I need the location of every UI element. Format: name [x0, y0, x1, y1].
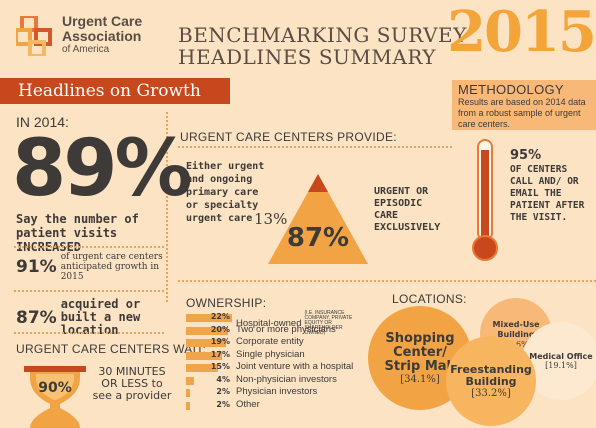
- ownership-percent: 17%: [210, 349, 230, 359]
- location-freestanding: Freestanding Building [33.2%]: [446, 336, 536, 426]
- ownership-label-text: Two or more physicians: [236, 323, 336, 335]
- growth-anticipated-text: of urgent care centers anticipated growt…: [60, 252, 163, 282]
- ownership-row: 22% Hospital-owned(I.E. INSURANCE COMPANY…: [186, 311, 386, 336]
- ownership-label: Two or more physicians: [236, 324, 336, 335]
- ownership-label: Joint venture with a hospital: [236, 361, 353, 372]
- new-location-text: acquired or built a new location: [60, 297, 141, 337]
- ownership-note: (I.E. INSURANCE COMPANY, PRIVATE EQUITY …: [304, 310, 353, 336]
- ownership-bar: [186, 339, 226, 347]
- ownership-label: Physician investors: [236, 386, 317, 397]
- shopping-label-2: Center/: [393, 344, 447, 360]
- ownership-bar: [186, 314, 233, 322]
- growth-section-header: Headlines on Growth: [0, 78, 230, 104]
- ownership-bar: [186, 351, 222, 360]
- new-location-stat: 87% acquired or built a new location: [16, 298, 196, 337]
- ownership-label: Hospital-owned(I.E. INSURANCE COMPANY, P…: [236, 311, 364, 336]
- ownership-label-text: Hospital-owned: [236, 318, 302, 330]
- ownership-percent: 20%: [210, 324, 230, 334]
- ownership-label-text: Corporate entity: [236, 336, 304, 347]
- wait-percent: 90%: [38, 380, 72, 396]
- ownership-label-text: Single physician: [236, 348, 305, 360]
- methodology-text: Results are based on 2014 data from a ro…: [458, 97, 586, 129]
- ownership-row: 2% Other: [186, 399, 386, 413]
- freestanding-label-1: Freestanding: [450, 362, 532, 376]
- methodology-box: METHODOLOGY Results are based on 2014 da…: [452, 80, 596, 130]
- ownership-row: 2% Physician investors: [186, 386, 386, 400]
- title-line1: BENCHMARKING SURVEY: [178, 23, 467, 47]
- freestanding-percent: [33.2%]: [471, 387, 511, 399]
- wait-text: 30 MINUTES OR LESS to see a provider: [92, 365, 172, 402]
- ownership-bar: [186, 389, 191, 397]
- divider: [14, 290, 164, 292]
- ownership-bar: [186, 376, 195, 385]
- ownership-percent: 22%: [210, 312, 230, 321]
- ownership-list: 22% Hospital-owned(I.E. INSURANCE COMPANY…: [186, 311, 386, 413]
- in-2014-label: IN 2014:: [16, 114, 69, 130]
- ownership-row: 15% Joint venture with a hospital: [186, 361, 386, 375]
- thermometer-icon: [472, 139, 498, 261]
- ownership-label: Non-physician investors: [236, 374, 337, 385]
- shopping-label-3: Strip Mall: [384, 358, 456, 374]
- visits-increased-text: Say the number of patient visits INCREAS…: [16, 212, 139, 254]
- shopping-label-1: Shopping: [385, 330, 455, 346]
- ownership-label-text: Other: [236, 398, 260, 410]
- ownership-label: Other: [236, 399, 260, 410]
- ownership-bar: [186, 401, 191, 410]
- ownership-row: 4% Non-physician investors: [186, 374, 386, 388]
- shopping-percent: [34.1%]: [400, 373, 440, 385]
- ownership-label-text: Joint venture with a hospital: [236, 361, 354, 372]
- visits-increased-percent: 89%: [12, 124, 193, 214]
- provide-divider: [178, 146, 452, 148]
- bottom-divider: [178, 280, 596, 282]
- primary-care-text: Either urgent and ongoing primary care o…: [186, 161, 265, 224]
- mixed-use-label-2: Building: [497, 329, 535, 339]
- follow-up-text: OF CENTERS CALL AND/ OR EMAIL THE PATIEN…: [510, 164, 585, 223]
- divider: [14, 246, 164, 248]
- ownership-bar: [186, 364, 218, 372]
- title-line2: HEADLINES SUMMARY: [178, 45, 436, 69]
- org-name-line1: Urgent Care: [62, 13, 143, 29]
- ownership-row: 19% Corporate entity: [186, 336, 386, 350]
- logo-cross-icon: [16, 16, 52, 56]
- triangle-icon: 87%: [268, 174, 368, 264]
- urgent-care-text: URGENT OR EPISODIC CARE EXCLUSIVELY: [374, 186, 441, 233]
- ownership-label-text: Non-physician investors: [236, 373, 337, 385]
- urgent-care-percent: 87%: [287, 223, 349, 253]
- mixed-use-label-1: Mixed-Use: [492, 319, 540, 329]
- growth-section-title: Headlines on Growth: [18, 81, 201, 101]
- medical-office-percent: [19.1%]: [545, 361, 577, 370]
- page-title: BENCHMARKING SURVEY HEADLINES SUMMARY: [178, 24, 468, 68]
- new-location-percent: 87%: [16, 307, 57, 328]
- ownership-percent: 2%: [216, 387, 230, 396]
- primary-care-percent: 13%: [254, 210, 288, 228]
- medical-office-label: Medical Office: [529, 352, 593, 361]
- year-title: 2015: [447, 0, 596, 65]
- hourglass-icon: 90%: [24, 366, 86, 428]
- methodology-title: METHODOLOGY: [458, 82, 564, 97]
- ownership-percent: 19%: [210, 337, 230, 346]
- ownership-row: 17% Single physician: [186, 349, 386, 363]
- wait-section-title: URGENT CARE CENTERS WAIT:: [16, 342, 207, 356]
- ownership-title: OWNERSHIP:: [186, 296, 267, 310]
- ownership-bar: [186, 326, 228, 335]
- ownership-percent: 15%: [210, 362, 230, 371]
- ownership-percent: 4%: [216, 374, 230, 384]
- org-name-line3: of America: [62, 44, 110, 55]
- ownership-label: Single physician: [236, 349, 305, 360]
- ownership-percent: 2%: [216, 399, 230, 409]
- ownership-row: 20% Two or more physicians: [186, 324, 386, 338]
- ownership-label: Corporate entity: [236, 336, 304, 347]
- org-logo: Urgent Care Association of America: [16, 12, 186, 72]
- ownership-label-text: Physician investors: [236, 386, 318, 397]
- growth-anticipated-stat: 91% of urgent care centers anticipated g…: [16, 252, 196, 282]
- growth-anticipated-percent: 91%: [16, 257, 57, 277]
- locations-title: LOCATIONS:: [392, 292, 467, 306]
- divider: [14, 332, 164, 334]
- provide-section-title: URGENT CARE CENTERS PROVIDE:: [180, 130, 397, 144]
- freestanding-label-2: Building: [465, 374, 517, 388]
- column-divider: [166, 112, 168, 302]
- follow-up-percent: 95%: [510, 148, 542, 163]
- org-name-line2: Association: [62, 28, 142, 44]
